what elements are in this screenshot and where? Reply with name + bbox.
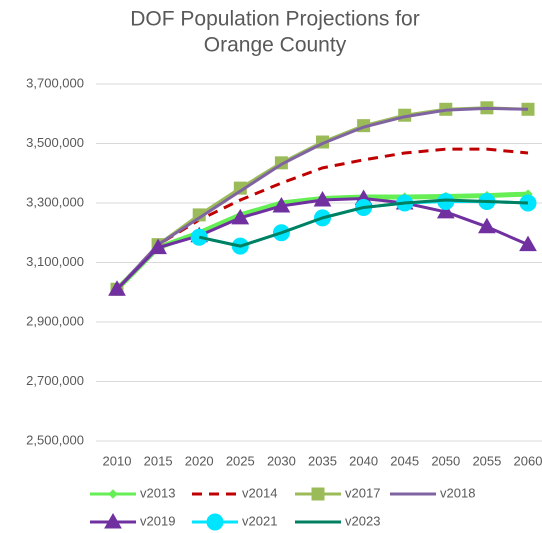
legend-marker xyxy=(104,512,122,529)
legend-label: v2014 xyxy=(242,485,277,500)
legend-marker xyxy=(311,487,325,501)
series-line xyxy=(115,106,529,291)
data-point xyxy=(313,191,332,207)
x-tick-label: 2025 xyxy=(226,453,255,468)
legend-label: v2019 xyxy=(140,513,175,528)
y-tick-label: 2,700,000 xyxy=(26,373,84,388)
chart-title: Orange County xyxy=(204,34,347,57)
x-tick-label: 2055 xyxy=(472,453,501,468)
x-tick-label: 2050 xyxy=(431,453,460,468)
legend-label: v2017 xyxy=(345,485,380,500)
legend-label: v2013 xyxy=(140,485,175,500)
x-tick-label: 2040 xyxy=(349,453,378,468)
series-line xyxy=(198,198,529,248)
x-tick-label: 2015 xyxy=(144,453,173,468)
y-tick-label: 2,900,000 xyxy=(26,313,84,328)
y-tick-label: 3,100,000 xyxy=(26,254,84,269)
y-tick-label: 3,500,000 xyxy=(26,135,84,150)
y-tick-label: 2,500,000 xyxy=(26,432,84,447)
legend-label: v2021 xyxy=(242,513,277,528)
data-point xyxy=(519,235,537,252)
chart-title: DOF Population Projections for xyxy=(130,8,419,31)
x-tick-label: 2020 xyxy=(185,453,214,468)
data-point xyxy=(478,217,496,234)
data-point xyxy=(272,196,291,213)
legend-marker xyxy=(206,513,224,531)
legend-label: v2023 xyxy=(345,513,380,528)
x-tick-label: 2030 xyxy=(267,453,296,468)
data-point xyxy=(231,208,250,225)
y-tick-label: 3,300,000 xyxy=(26,194,84,209)
x-tick-label: 2060 xyxy=(514,453,542,468)
y-tick-label: 3,700,000 xyxy=(26,75,84,90)
x-tick-label: 2010 xyxy=(103,453,132,468)
x-tick-label: 2035 xyxy=(308,453,337,468)
data-point xyxy=(108,280,126,296)
data-point xyxy=(149,238,167,255)
legend-marker xyxy=(108,489,118,499)
legend-label: v2018 xyxy=(440,485,475,500)
x-tick-label: 2045 xyxy=(390,453,419,468)
data-point xyxy=(436,202,455,219)
